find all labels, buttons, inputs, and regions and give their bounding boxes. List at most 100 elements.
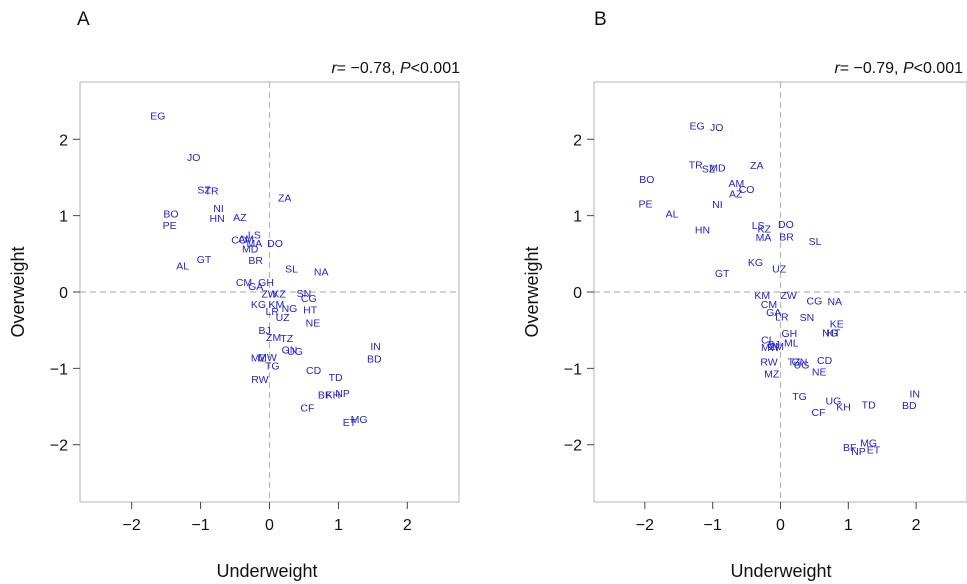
- correlation-annotation-a: r= −0.78, P<0.001: [331, 60, 460, 77]
- data-point-sl: SL: [285, 263, 298, 275]
- data-point-al: AL: [666, 208, 679, 220]
- data-point-ls: LS: [248, 230, 261, 242]
- data-point-mg: MG: [860, 437, 877, 449]
- y-tick-label: −1: [564, 361, 582, 378]
- data-point-hn: HN: [210, 213, 225, 225]
- data-point-uz: UZ: [772, 263, 787, 275]
- data-point-cf: CF: [811, 407, 825, 419]
- data-point-ke: KE: [830, 318, 844, 330]
- data-point-tz: TZ: [788, 356, 801, 368]
- data-point-am: AM: [729, 178, 745, 190]
- data-point-ug: UG: [287, 346, 303, 358]
- data-point-ht: HT: [303, 305, 318, 317]
- data-point-zm: ZM: [769, 341, 784, 353]
- data-point-br: BR: [248, 255, 263, 267]
- data-point-sz: SZ: [197, 185, 211, 197]
- data-point-tr: TR: [205, 185, 219, 197]
- data-point-np: NP: [335, 388, 350, 400]
- data-point-pe: PE: [163, 220, 177, 232]
- data-point-bf: BF: [843, 442, 856, 454]
- y-tick-label: 1: [59, 209, 68, 226]
- data-point-ni: NI: [213, 203, 224, 215]
- data-point-bd: BD: [367, 353, 382, 365]
- data-point-gt: GT: [197, 254, 212, 266]
- x-tick-label: 1: [844, 517, 853, 534]
- data-point-ci: CI: [761, 334, 772, 346]
- data-point-bo: BO: [639, 174, 654, 186]
- panel-letter-b: B: [594, 9, 607, 30]
- data-point-ug: UG: [826, 395, 842, 407]
- data-point-mz: MZ: [764, 369, 780, 381]
- y-ticks-b: −2 −1 0 1 2: [564, 132, 594, 455]
- data-point-ga: GA: [248, 281, 263, 293]
- data-point-bj: BJ: [768, 339, 780, 351]
- data-point-jo: JO: [187, 152, 200, 164]
- x-tick-label: 2: [403, 517, 412, 534]
- data-point-tg: TG: [265, 360, 280, 372]
- x-ticks-a: −2 −1 0 1 2: [123, 502, 412, 534]
- data-point-ma: MA: [756, 232, 772, 244]
- x-axis-label-b: Underweight: [730, 561, 831, 581]
- data-point-kg: KG: [251, 299, 266, 311]
- data-point-cd: CD: [306, 365, 322, 377]
- data-point-kg: KG: [748, 257, 763, 269]
- data-point-et: ET: [867, 444, 881, 456]
- data-point-ne: NE: [812, 366, 827, 378]
- data-point-az: AZ: [233, 212, 247, 224]
- data-point-co: CO: [231, 234, 247, 246]
- data-point-gn: GN: [282, 344, 298, 356]
- data-point-gn: GN: [792, 356, 808, 368]
- x-tick-label: 2: [912, 517, 921, 534]
- x-tick-label: −2: [123, 517, 141, 534]
- data-point-in: IN: [370, 341, 381, 353]
- data-point-kh: KH: [326, 389, 341, 401]
- data-point-pe: PE: [639, 198, 653, 210]
- panel-b: B r= −0.79, P<0.001 −2 −1 0 1 2 −2 −1 0 1 2 EG JO…: [522, 9, 967, 581]
- y-tick-label: −2: [564, 438, 582, 455]
- x-axis-label-a: Underweight: [216, 561, 317, 581]
- data-point-rw: RW: [251, 374, 268, 386]
- y-tick-label: 2: [59, 132, 68, 149]
- data-point-td: TD: [862, 399, 876, 411]
- data-point-zm: ZM: [266, 332, 281, 344]
- data-point-gh: GH: [258, 277, 274, 289]
- data-point-kz: KZ: [758, 224, 772, 236]
- data-point-ni: NI: [712, 199, 723, 211]
- data-point-tz: TZ: [280, 333, 293, 345]
- x-tick-label: −1: [704, 517, 722, 534]
- data-point-uz: UZ: [276, 312, 291, 324]
- data-point-np: NP: [851, 446, 866, 458]
- data-point-al: AL: [176, 260, 189, 272]
- data-point-ml: ML: [784, 337, 799, 349]
- y-tick-label: 2: [573, 132, 582, 149]
- data-point-tr: TR: [689, 159, 703, 171]
- data-point-sn: SN: [297, 288, 312, 300]
- data-point-td: TD: [329, 372, 343, 384]
- y-ticks-a: −2 −1 0 1 2: [50, 132, 80, 455]
- data-point-ne: NE: [306, 318, 321, 330]
- data-point-sz: SZ: [702, 163, 716, 175]
- y-axis-label-b: Overweight: [522, 246, 542, 337]
- data-point-km: KM: [269, 299, 285, 311]
- x-tick-label: −1: [191, 517, 209, 534]
- data-point-mw: MW: [258, 352, 277, 364]
- data-point-ug: UG: [794, 360, 810, 372]
- data-point-bj: BJ: [259, 325, 271, 337]
- data-point-cg: CG: [807, 295, 823, 307]
- x-tick-label: 0: [776, 517, 785, 534]
- data-point-cd: CD: [817, 355, 833, 367]
- data-point-na: NA: [827, 296, 842, 308]
- data-point-km: KM: [754, 290, 770, 302]
- data-point-mg: MG: [351, 414, 368, 426]
- data-point-ht: HT: [826, 327, 841, 339]
- data-point-cm: CM: [236, 277, 252, 289]
- data-point-lr: LR: [775, 311, 789, 323]
- data-point-gt: GT: [715, 268, 730, 280]
- y-tick-label: −1: [50, 361, 68, 378]
- y-tick-label: 0: [573, 285, 582, 302]
- data-point-zw: ZW: [780, 290, 796, 302]
- data-point-rw: RW: [760, 356, 777, 368]
